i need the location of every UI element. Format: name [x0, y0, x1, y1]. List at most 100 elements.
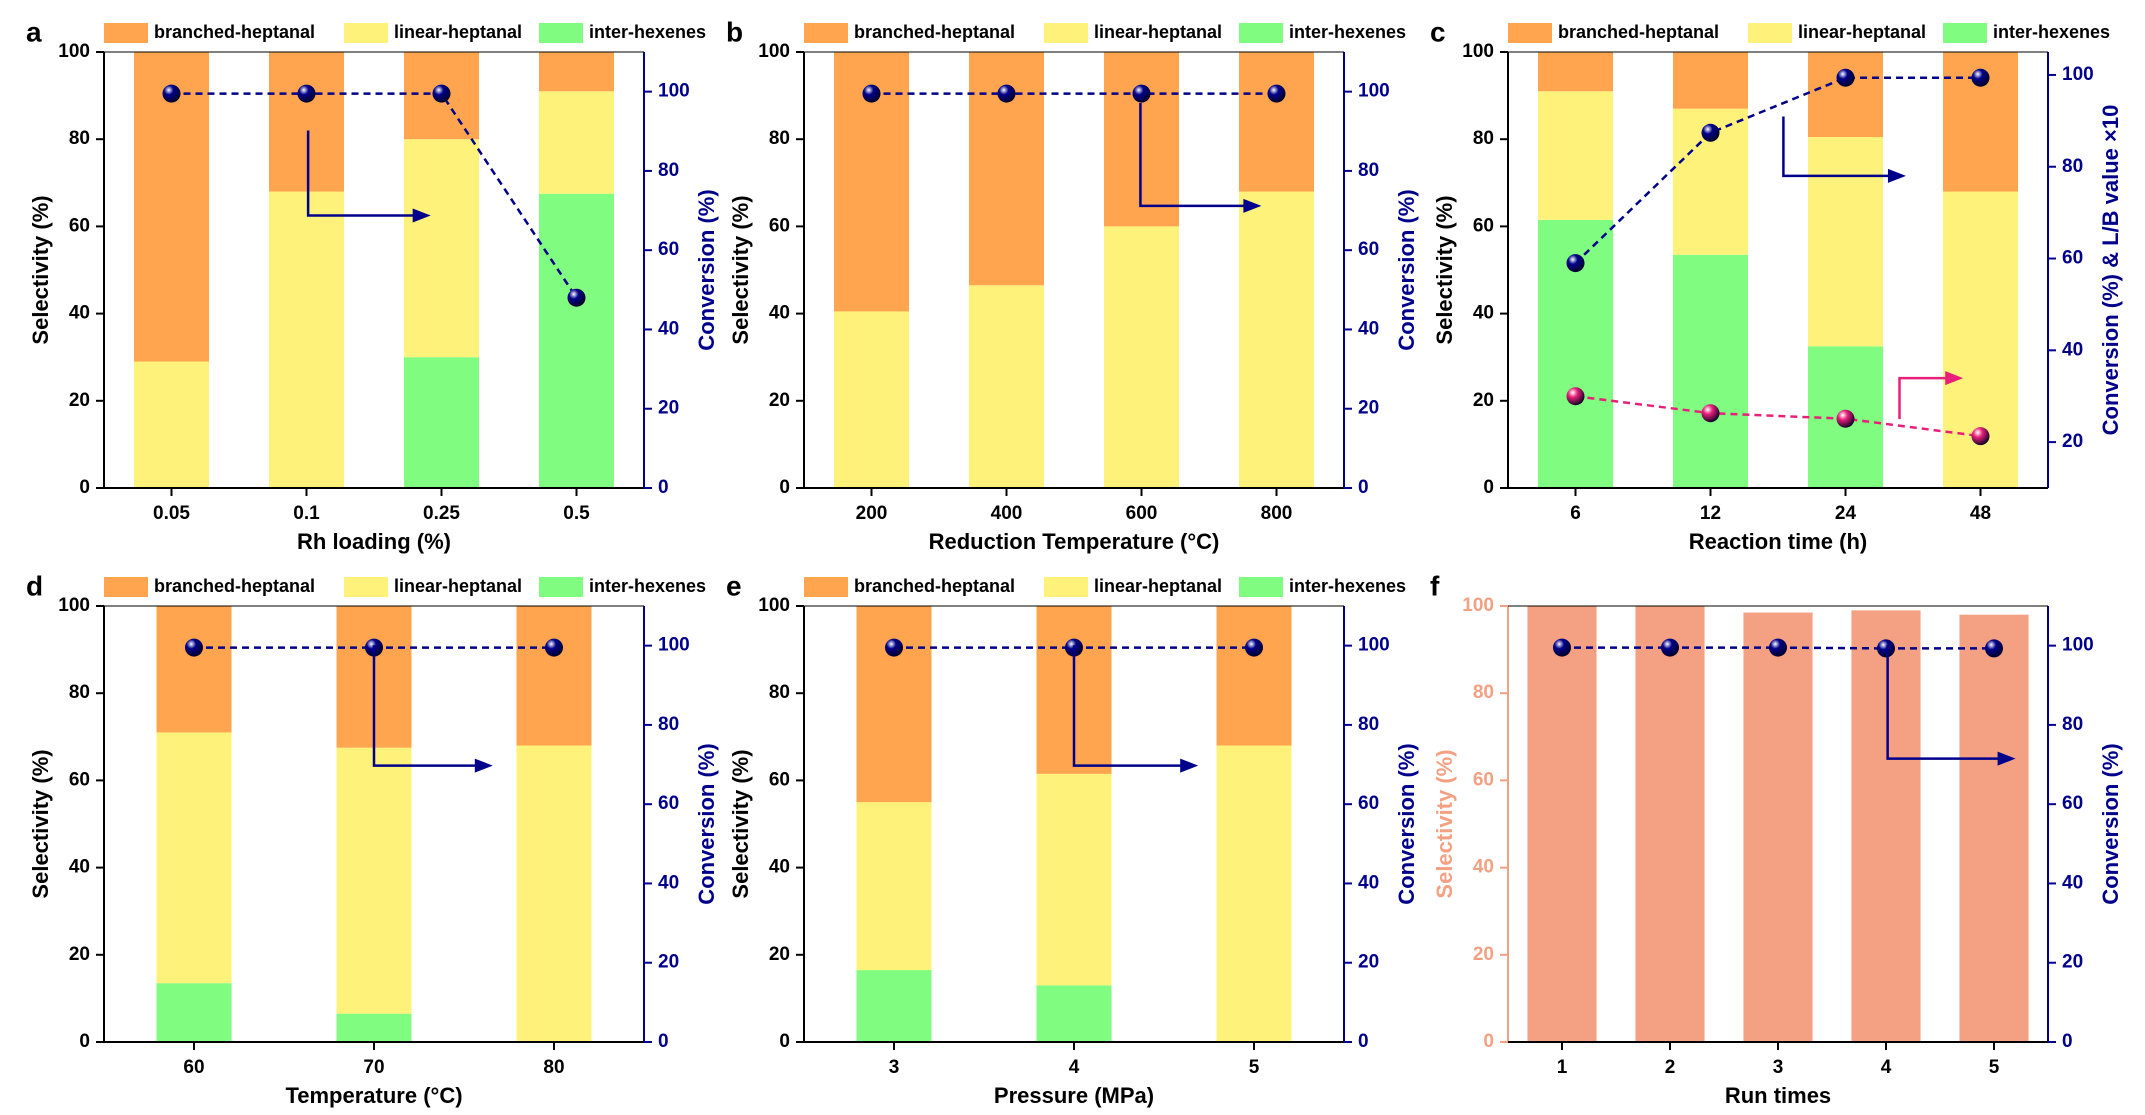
y2-tick-label: 100: [658, 635, 690, 656]
conversion-line: [171, 92, 578, 299]
arrow-head: [1945, 371, 1964, 386]
data-point: [862, 84, 881, 103]
legend-label: linear-heptanal: [1094, 22, 1222, 42]
y2-tick-label: 20: [658, 952, 679, 973]
data-point: [1769, 638, 1787, 657]
bar-segment: [404, 139, 479, 358]
y-tick-label: 20: [769, 944, 790, 965]
y-tick-label: 0: [779, 1031, 790, 1052]
conversion-line: [1562, 646, 1994, 650]
y2-axis-title: Conversion (%): [1394, 189, 1419, 350]
x-tick-label: 4: [1881, 1057, 1892, 1078]
y2-axis-title: Conversion (%): [1394, 743, 1419, 904]
legend-label: linear-heptanal: [394, 22, 522, 42]
panel-letter: d: [26, 570, 43, 601]
y-axis-title: Selectivity (%): [28, 195, 53, 344]
bar-segment: [1808, 52, 1883, 138]
x-tick-label: 6: [1570, 503, 1581, 524]
panel-letter: c: [1430, 16, 1446, 47]
bar-segment: [1036, 985, 1112, 1042]
x-axis-title: Temperature (°C): [285, 1083, 462, 1108]
data-point: [185, 638, 203, 657]
x-tick-label: 60: [183, 1057, 204, 1078]
data-point: [545, 638, 563, 657]
y2-tick-label: 0: [1358, 477, 1369, 498]
bar-segment: [1036, 773, 1112, 986]
x-tick-label: 800: [1261, 503, 1293, 524]
data-point: [162, 84, 181, 103]
x-tick-label: 0.1: [293, 503, 320, 524]
y2-axis-title: Conversion (%): [694, 189, 719, 350]
y2-tick-label: 40: [2062, 339, 2083, 360]
legend-label: inter-hexenes: [589, 576, 706, 596]
bar-segment: [539, 91, 614, 194]
y-tick-label: 100: [1462, 41, 1494, 62]
x-tick-label: 0.05: [153, 503, 190, 524]
bar-segment: [516, 606, 592, 746]
legend-swatch: [1239, 577, 1283, 597]
bar-segment: [1808, 137, 1883, 347]
y2-tick-label: 100: [2062, 635, 2094, 656]
x-tick-label: 400: [991, 503, 1023, 524]
arrow-head: [1180, 758, 1199, 773]
y-tick-label: 80: [1473, 682, 1494, 703]
legend-label: branched-heptanal: [854, 576, 1015, 596]
x-tick-label: 12: [1700, 503, 1721, 524]
x-tick-label: 5: [1249, 1057, 1260, 1078]
legend-label: inter-hexenes: [1289, 22, 1406, 42]
bar-segment: [1527, 606, 1597, 1042]
data-point: [1132, 84, 1151, 103]
legend-swatch: [539, 23, 583, 43]
annotation-arrow: [1139, 103, 1248, 208]
y-tick-label: 60: [769, 215, 790, 236]
bar-segment: [269, 191, 344, 488]
bar-segment: [269, 52, 344, 192]
arrow-head: [474, 758, 493, 773]
x-tick-label: 2: [1665, 1057, 1676, 1078]
y-tick-label: 20: [1473, 390, 1494, 411]
annotation-arrow: [1886, 645, 2002, 760]
bar-segment: [539, 193, 614, 488]
legend-swatch: [1508, 23, 1552, 43]
y-tick-label: 20: [69, 944, 90, 965]
y2-tick-label: 40: [658, 872, 679, 893]
data-point: [567, 288, 586, 307]
data-point: [1566, 254, 1585, 273]
y-tick-label: 20: [769, 390, 790, 411]
panel-letter: a: [26, 16, 42, 47]
x-tick-label: 1: [1557, 1057, 1568, 1078]
data-point: [1566, 387, 1585, 406]
bar-segment: [856, 802, 932, 971]
y-tick-label: 40: [769, 303, 790, 324]
x-tick-label: 70: [363, 1057, 384, 1078]
y-tick-label: 100: [758, 595, 790, 616]
y2-tick-label: 100: [658, 81, 690, 102]
y-tick-label: 80: [69, 128, 90, 149]
data-point: [1661, 638, 1679, 657]
arrow-head: [1997, 751, 2016, 766]
legend-label: branched-heptanal: [154, 22, 315, 42]
annotation-arrow: [1782, 116, 1892, 178]
y2-tick-label: 20: [2062, 431, 2083, 452]
y2-tick-label: 100: [1358, 635, 1390, 656]
y-tick-label: 20: [69, 390, 90, 411]
y-tick-label: 60: [1473, 215, 1494, 236]
y2-tick-label: 40: [2062, 872, 2083, 893]
y2-tick-label: 40: [658, 318, 679, 339]
legend-label: inter-hexenes: [1993, 22, 2110, 42]
legend-swatch: [1044, 577, 1088, 597]
bar-segment: [156, 732, 232, 984]
y2-tick-label: 0: [658, 1031, 669, 1052]
y-tick-label: 60: [769, 769, 790, 790]
bar-segment: [1538, 52, 1613, 92]
legend-label: branched-heptanal: [154, 576, 315, 596]
data-point: [1836, 68, 1855, 87]
y2-tick-label: 80: [658, 160, 679, 181]
x-tick-label: 600: [1126, 503, 1158, 524]
bar-segment: [134, 361, 209, 488]
arrow-head: [412, 208, 431, 223]
y-tick-label: 40: [69, 303, 90, 324]
legend-swatch: [104, 23, 148, 43]
x-tick-label: 0.5: [563, 503, 590, 524]
